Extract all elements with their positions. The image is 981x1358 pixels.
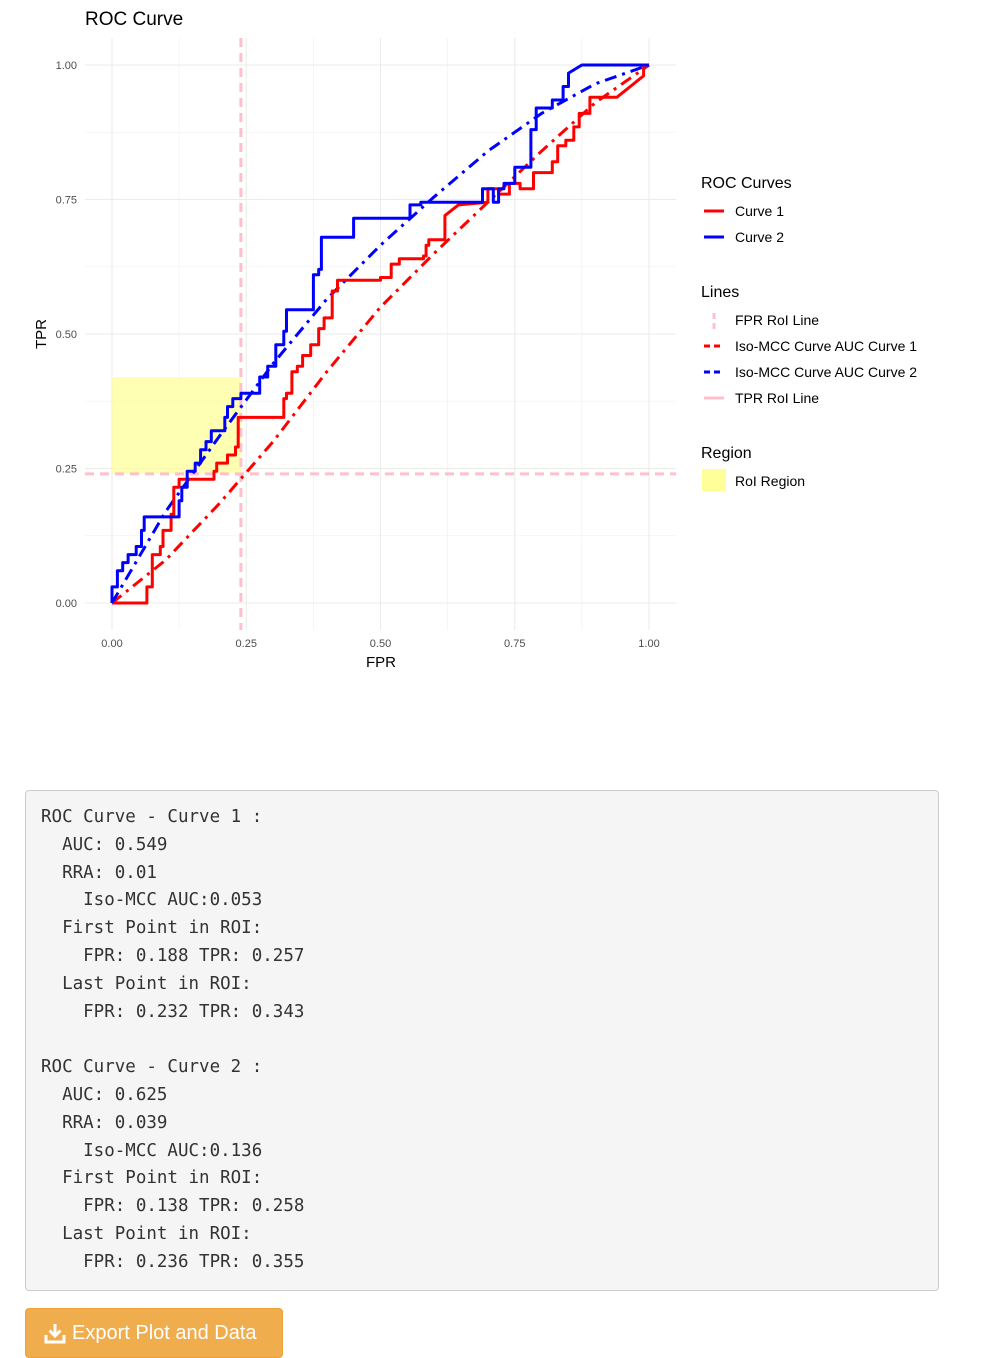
legend-label-tpr-roi-line: TPR RoI Line <box>735 390 819 406</box>
roc-chart-svg: 0.00 0.25 0.50 0.75 1.00 0.00 0.25 0.50 0.75 1.00… <box>33 9 917 671</box>
y-tick-label: 0.00 <box>56 598 77 610</box>
y-axis-title: TPR <box>33 319 50 349</box>
y-tick-label: 0.75 <box>56 195 77 207</box>
legend-label-iso-mcc-curve-2: Iso-MCC Curve AUC Curve 2 <box>735 364 917 380</box>
y-tick-label: 0.50 <box>56 329 77 341</box>
roc-stats-panel: ROC Curve - Curve 1 : AUC: 0.549 RRA: 0.… <box>25 790 939 1291</box>
x-tick-label: 0.75 <box>504 638 525 650</box>
download-icon <box>44 1322 66 1344</box>
x-tick-label: 0.50 <box>370 638 391 650</box>
x-tick-label: 0.00 <box>101 638 122 650</box>
chart-title: ROC Curve <box>85 9 183 30</box>
y-tick-label: 0.25 <box>56 464 77 476</box>
curve-2-line <box>110 63 649 603</box>
legend-label-curve-1: Curve 1 <box>735 203 784 219</box>
roi-region <box>112 377 241 474</box>
legend-label-fpr-roi-line: FPR RoI Line <box>735 312 819 328</box>
legend-label-curve-2: Curve 2 <box>735 229 784 245</box>
legend-label-roi-region: RoI Region <box>735 473 805 489</box>
roc-plot: 0.00 0.25 0.50 0.75 1.00 0.00 0.25 0.50 0.75 1.00… <box>33 9 917 671</box>
legend-title-lines: Lines <box>701 284 739 301</box>
x-axis-title: FPR <box>366 654 396 671</box>
x-tick-label: 1.00 <box>638 638 659 650</box>
curve-1-line <box>112 63 649 605</box>
y-tick-label: 1.00 <box>56 60 77 72</box>
x-tick-label: 0.25 <box>236 638 257 650</box>
legend-label-iso-mcc-curve-1: Iso-MCC Curve AUC Curve 1 <box>735 338 917 354</box>
legend-title-roc-curves: ROC Curves <box>701 175 792 192</box>
roc-stats-text: ROC Curve - Curve 1 : AUC: 0.549 RRA: 0.… <box>41 807 305 1272</box>
legend-key-roi-region <box>702 469 726 491</box>
export-button-label: Export Plot and Data <box>72 1321 257 1344</box>
legend-title-region: Region <box>701 445 752 462</box>
iso-mcc-curve-auc-curve-1-line <box>111 63 650 605</box>
